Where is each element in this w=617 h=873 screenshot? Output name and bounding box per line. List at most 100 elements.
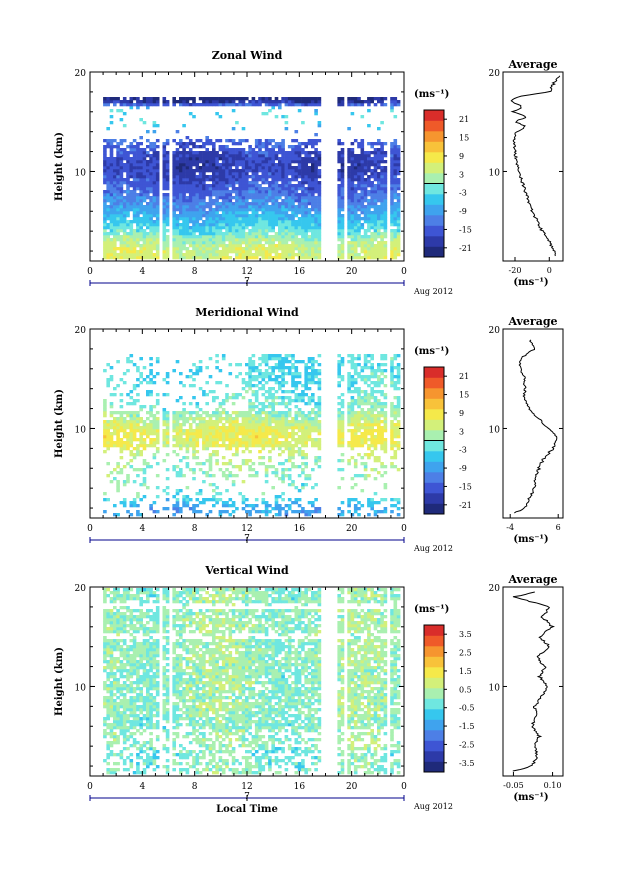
heatmap-cell	[149, 411, 153, 415]
heatmap-cell	[205, 432, 209, 436]
heatmap-cell	[235, 142, 239, 146]
heatmap-cell	[129, 220, 134, 224]
heatmap-cell	[241, 184, 246, 188]
heatmap-cell	[162, 507, 167, 511]
heatmap-cell	[281, 220, 285, 224]
heatmap-cell	[231, 250, 236, 254]
heatmap-cell	[192, 247, 196, 251]
heatmap-cell	[350, 229, 355, 233]
heatmap-cell	[393, 241, 398, 245]
heatmap-cell	[132, 447, 137, 451]
heatmap-cell	[248, 235, 252, 239]
heatmap-cell	[254, 214, 259, 218]
heatmap-cell	[281, 450, 285, 454]
heatmap-cell	[311, 250, 315, 254]
heatmap-cell	[202, 429, 206, 433]
heatmap-cell	[126, 163, 130, 167]
heatmap-cell	[291, 453, 295, 457]
heatmap-cell	[363, 238, 368, 242]
heatmap-cell	[393, 214, 398, 218]
heatmap-cell	[139, 450, 143, 454]
heatmap-cell	[311, 217, 315, 221]
heatmap-cell	[363, 217, 368, 221]
heatmap-cell	[179, 235, 183, 239]
heatmap-cell	[221, 163, 226, 167]
heatmap-cell	[192, 202, 196, 206]
heatmap-cell	[251, 193, 256, 197]
heatmap-cell	[367, 247, 371, 251]
heatmap-cell	[314, 498, 318, 502]
heatmap-cell	[192, 471, 196, 475]
heatmap-cell	[347, 390, 351, 394]
heatmap-cell	[274, 378, 279, 382]
heatmap-cell	[129, 250, 134, 254]
heatmap-cell	[185, 498, 190, 502]
heatmap-cell	[146, 205, 150, 209]
heatmap-cell	[185, 456, 190, 460]
heatmap-cell	[274, 402, 279, 406]
heatmap-cell	[245, 223, 249, 227]
heatmap-cell	[136, 253, 140, 257]
heatmap-cell	[291, 229, 295, 233]
heatmap-cell	[188, 468, 193, 472]
heatmap-cell	[370, 169, 374, 173]
heatmap-cell	[149, 211, 153, 215]
heatmap-cell	[228, 432, 233, 436]
heatmap-cell	[357, 232, 361, 236]
heatmap-cell	[380, 202, 384, 206]
heatmap-cell	[162, 178, 167, 182]
heatmap-cell	[281, 435, 285, 439]
heatmap-cell	[192, 250, 196, 254]
heatmap-cell	[304, 181, 308, 185]
heatmap-cell	[212, 483, 216, 487]
heatmap-cell	[271, 184, 275, 188]
heatmap-cell	[347, 157, 351, 161]
heatmap-cell	[291, 190, 295, 194]
heatmap-cell	[162, 414, 167, 418]
heatmap-cell	[287, 447, 292, 451]
heatmap-cell	[248, 208, 252, 212]
heatmap-cell	[235, 417, 239, 421]
heatmap-cell	[182, 501, 186, 505]
heatmap-cell	[215, 441, 219, 445]
heatmap-cell	[106, 142, 110, 146]
heatmap-cell	[136, 160, 140, 164]
heatmap-cell	[106, 423, 110, 427]
heatmap-cell	[179, 226, 183, 230]
heatmap-cell	[238, 250, 242, 254]
heatmap-cell	[129, 390, 134, 394]
heatmap-cell	[218, 115, 223, 119]
heatmap-cell	[241, 426, 246, 430]
heatmap-cell	[103, 432, 107, 436]
heatmap-cell	[155, 411, 160, 415]
heatmap-cell	[271, 411, 275, 415]
heatmap-cell	[132, 145, 137, 149]
heatmap-cell	[377, 244, 381, 248]
heatmap-cell	[205, 187, 209, 191]
heatmap-cell	[235, 190, 239, 194]
heatmap-cell	[291, 483, 295, 487]
heatmap-cell	[287, 474, 292, 478]
heatmap-cell	[218, 414, 223, 418]
heatmap-cell	[215, 408, 219, 412]
heatmap-cell	[251, 226, 256, 230]
heatmap-cell	[380, 103, 384, 107]
heatmap-cell	[271, 369, 275, 373]
heatmap-cell	[291, 166, 295, 170]
heatmap-cell	[278, 504, 282, 508]
heatmap-cell	[264, 420, 269, 424]
heatmap-cell	[215, 459, 219, 463]
heatmap-cell	[337, 375, 341, 379]
heatmap-cell	[149, 390, 153, 394]
heatmap-cell	[248, 381, 252, 385]
heatmap-cell	[238, 372, 242, 376]
heatmap-cell	[198, 417, 203, 421]
heatmap-cell	[109, 432, 114, 436]
heatmap-cell	[195, 250, 200, 254]
heatmap-cell	[202, 169, 206, 173]
heatmap-cell	[185, 504, 190, 508]
heatmap-cell	[185, 435, 190, 439]
heatmap-cell	[225, 426, 229, 430]
heatmap-cell	[251, 172, 256, 176]
heatmap-cell	[268, 402, 272, 406]
